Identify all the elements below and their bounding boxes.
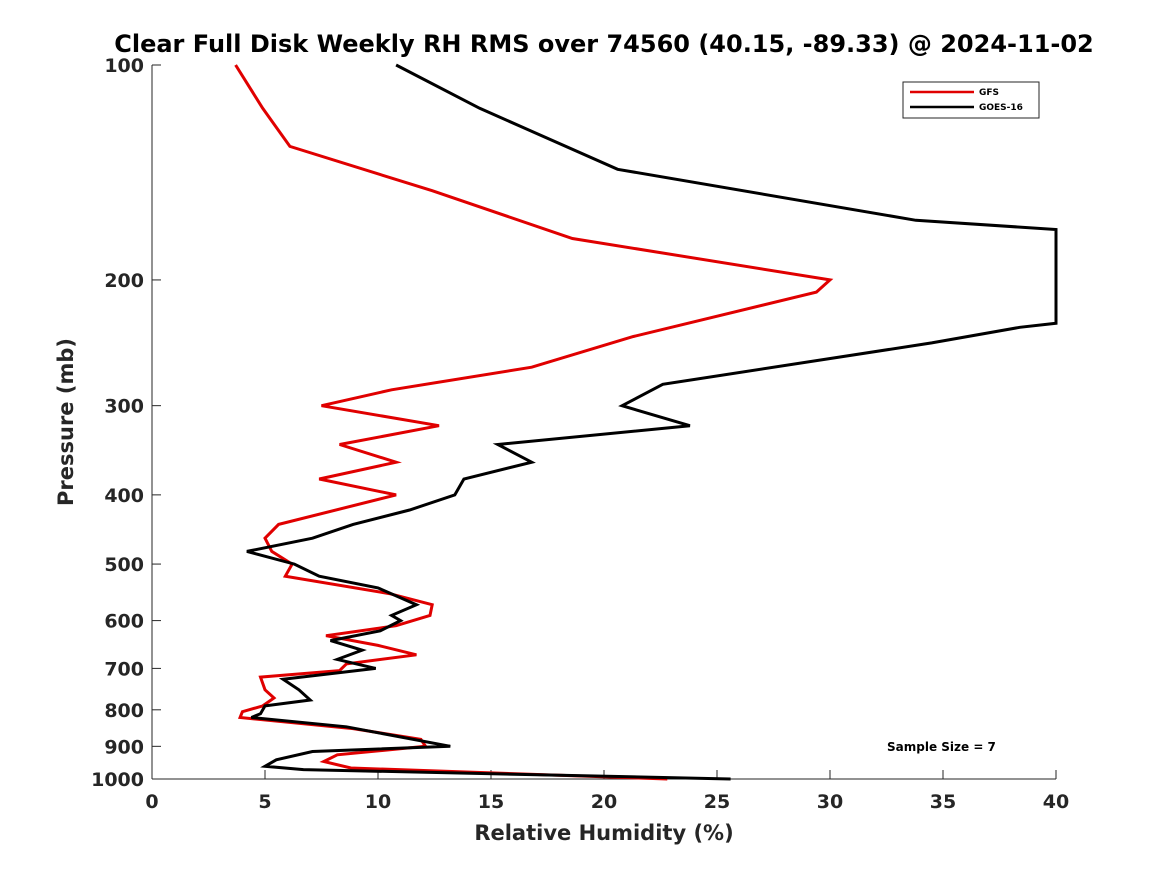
x-tick-label: 0 — [145, 791, 158, 813]
legend: GFS GOES-16 — [902, 81, 1040, 119]
sample-size-annotation: Sample Size = 7 — [887, 740, 996, 754]
y-tick-label: 300 — [104, 396, 144, 418]
x-tick-label: 10 — [365, 791, 391, 813]
x-tick-label: 30 — [817, 791, 843, 813]
legend-box — [902, 81, 1040, 119]
y-tick-label: 900 — [104, 736, 144, 758]
x-tick-label: 15 — [478, 791, 504, 813]
legend-label-goes16: GOES-16 — [979, 103, 1023, 113]
x-tick-label: 20 — [591, 791, 617, 813]
x-tick-label: 35 — [930, 791, 956, 813]
x-axis-ticks: 0 5 10 15 20 25 30 35 40 — [145, 770, 1069, 813]
y-tick-label: 200 — [104, 270, 144, 292]
y-tick-label: 1000 — [91, 769, 144, 791]
y-tick-label: 700 — [104, 658, 144, 680]
series-layer — [234, 63, 1058, 781]
chart-title: Clear Full Disk Weekly RH RMS over 74560… — [114, 30, 1094, 58]
x-tick-label: 40 — [1043, 791, 1069, 813]
y-tick-label: 800 — [104, 700, 144, 722]
series-line-goes-16 — [246, 63, 1058, 781]
x-axis-label: Relative Humidity (%) — [474, 821, 733, 845]
y-axis-ticks: 100 200 300 400 500 600 700 800 900 1000 — [91, 55, 161, 791]
x-tick-label: 5 — [258, 791, 271, 813]
y-tick-label: 600 — [104, 611, 144, 633]
y-axis-label: Pressure (mb) — [54, 338, 78, 506]
x-tick-label: 25 — [704, 791, 730, 813]
y-tick-label: 500 — [104, 554, 144, 576]
y-tick-label: 400 — [104, 485, 144, 507]
y-tick-label: 100 — [104, 55, 144, 77]
legend-label-gfs: GFS — [979, 88, 999, 98]
